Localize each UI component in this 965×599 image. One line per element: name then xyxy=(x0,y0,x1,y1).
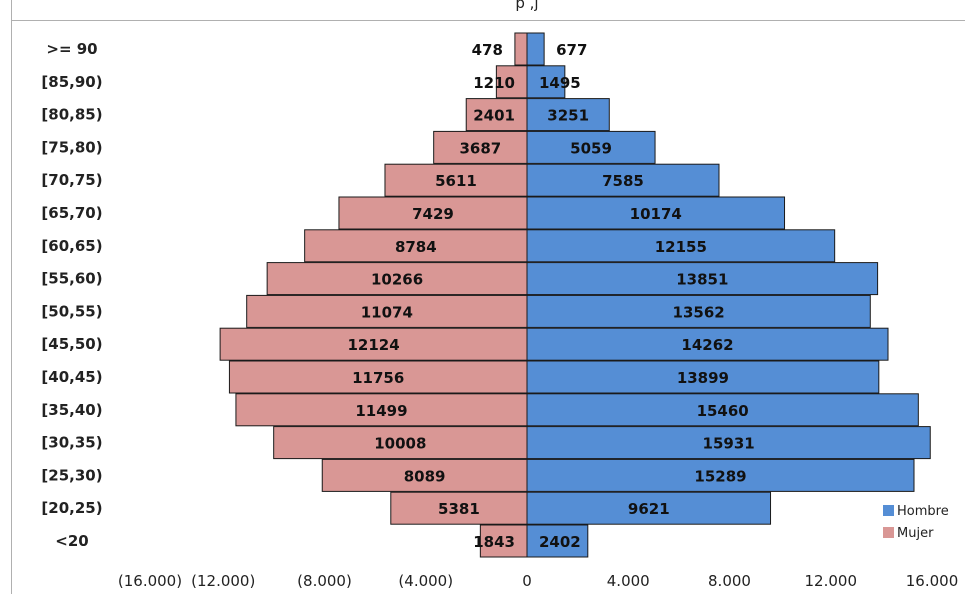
category-label: [60,65) xyxy=(41,237,102,255)
value-label-hombre: 15931 xyxy=(703,435,755,453)
legend-swatch-mujer xyxy=(883,527,894,538)
x-axis-tick-labels: (16.000) (12.000) (8.000) (4.000) 0 4.000 8.00… xyxy=(118,572,958,590)
x-tick-label: (8.000) xyxy=(297,572,352,590)
bar-hombre-row-15 xyxy=(526,524,589,558)
category-label: [55,60) xyxy=(41,270,102,288)
value-label-hombre: 13562 xyxy=(673,303,725,321)
value-label-hombre: 1495 xyxy=(539,74,581,92)
value-label-hombre: 2402 xyxy=(539,533,581,551)
category-label: [25,30) xyxy=(41,466,102,484)
x-tick-label: (12.000) xyxy=(191,572,255,590)
bar-mujer-row-12 xyxy=(273,426,528,460)
category-label: [20,25) xyxy=(41,499,102,517)
value-label-hombre: 14262 xyxy=(681,336,733,354)
value-label-hombre: 13899 xyxy=(677,369,729,387)
bar-hombre-row-1 xyxy=(526,65,566,99)
bar-mujer-row-9 xyxy=(219,327,528,361)
value-label-mujer: 8784 xyxy=(395,238,437,256)
bar-mujer-row-0 xyxy=(514,32,528,66)
bar-hombre-row-10 xyxy=(526,360,880,394)
category-label: >= 90 xyxy=(46,40,97,58)
bar-mujer-row-13 xyxy=(321,458,528,492)
value-label-hombre: 5059 xyxy=(570,139,612,157)
bar-mujer-row-1 xyxy=(495,65,528,99)
value-label-mujer: 10266 xyxy=(371,271,423,289)
bar-mujer-row-4 xyxy=(384,163,528,197)
value-label-hombre: 7585 xyxy=(602,172,644,190)
value-label-hombre: 12155 xyxy=(655,238,707,256)
legend: Hombre Mujer xyxy=(883,504,949,541)
value-label-mujer: 11756 xyxy=(352,369,404,387)
bar-mujer-row-7 xyxy=(266,262,528,296)
value-label-hombre: 3251 xyxy=(547,107,589,125)
chart-title: p ,j xyxy=(515,0,538,12)
category-label: [85,90) xyxy=(41,73,102,91)
category-label: [40,45) xyxy=(41,368,102,386)
bar-mujer-row-8 xyxy=(246,294,528,328)
legend-label-hombre: Hombre xyxy=(897,504,949,519)
value-label-mujer: 11499 xyxy=(355,402,407,420)
value-label-mujer: 5611 xyxy=(435,172,477,190)
bar-hombre-row-13 xyxy=(526,458,915,492)
x-tick-label: 16.000 xyxy=(906,572,959,590)
category-label: <20 xyxy=(55,532,88,550)
legend-label-mujer: Mujer xyxy=(897,526,934,541)
bar-hombre-row-14 xyxy=(526,491,772,525)
value-label-hombre: 677 xyxy=(556,41,587,59)
bar-mujer-row-5 xyxy=(338,196,528,230)
bar-hombre-row-9 xyxy=(526,327,889,361)
value-label-hombre: 13851 xyxy=(676,271,728,289)
value-label-hombre: 15289 xyxy=(694,467,746,485)
value-label-mujer: 10008 xyxy=(374,435,426,453)
x-tick-label: (16.000) xyxy=(118,572,182,590)
bar-hombre-row-2 xyxy=(526,98,610,132)
value-label-mujer: 3687 xyxy=(459,139,501,157)
category-label: [70,75) xyxy=(41,171,102,189)
value-label-hombre: 10174 xyxy=(630,205,682,223)
bar-hombre-row-12 xyxy=(526,426,931,460)
category-labels: >= 90 [85,90) [80,85) [75,80) [70,75) [65,70)… xyxy=(41,40,102,550)
category-label: [65,70) xyxy=(41,204,102,222)
category-label: [80,85) xyxy=(41,106,102,124)
value-label-mujer: 7429 xyxy=(412,205,454,223)
bar-mujer-row-15 xyxy=(479,524,528,558)
bar-hombre-row-3 xyxy=(526,130,656,164)
x-tick-label: 0 xyxy=(522,572,532,590)
bar-hombre-row-6 xyxy=(526,229,836,263)
bar-hombre-row-8 xyxy=(526,294,871,328)
value-label-mujer: 2401 xyxy=(473,107,515,125)
value-label-hombre: 15460 xyxy=(697,402,749,420)
bar-mujer-row-10 xyxy=(228,360,528,394)
category-label: [75,80) xyxy=(41,138,102,156)
x-tick-label: (4.000) xyxy=(398,572,453,590)
bar-mujer-row-6 xyxy=(304,229,528,263)
value-label-mujer: 8089 xyxy=(404,467,446,485)
bar-hombre-row-0 xyxy=(526,32,545,66)
x-tick-label: 8.000 xyxy=(708,572,751,590)
value-label-mujer: 1843 xyxy=(473,533,515,551)
category-label: [50,55) xyxy=(41,302,102,320)
bar-mujer-row-14 xyxy=(390,491,528,525)
bar-hombre-row-5 xyxy=(526,196,786,230)
category-label: [45,50) xyxy=(41,335,102,353)
x-tick-label: 12.000 xyxy=(805,572,858,590)
bar-hombre-row-11 xyxy=(526,393,919,427)
bar-hombre-row-7 xyxy=(526,262,879,296)
value-label-mujer: 11074 xyxy=(361,303,413,321)
bar-hombre-row-4 xyxy=(526,163,720,197)
value-label-mujer: 1210 xyxy=(473,74,515,92)
bars-layer xyxy=(219,32,931,558)
value-labels: 478 677 1210 1495 2401 3251 3687 5059 5611 7585 74… xyxy=(347,41,754,551)
category-label: [35,40) xyxy=(41,401,102,419)
legend-swatch-hombre xyxy=(883,505,894,516)
value-label-mujer: 12124 xyxy=(347,336,399,354)
value-label-mujer: 478 xyxy=(472,41,503,59)
value-label-hombre: 9621 xyxy=(628,500,670,518)
value-label-mujer: 5381 xyxy=(438,500,480,518)
category-label: [30,35) xyxy=(41,434,102,452)
x-tick-label: 4.000 xyxy=(607,572,650,590)
